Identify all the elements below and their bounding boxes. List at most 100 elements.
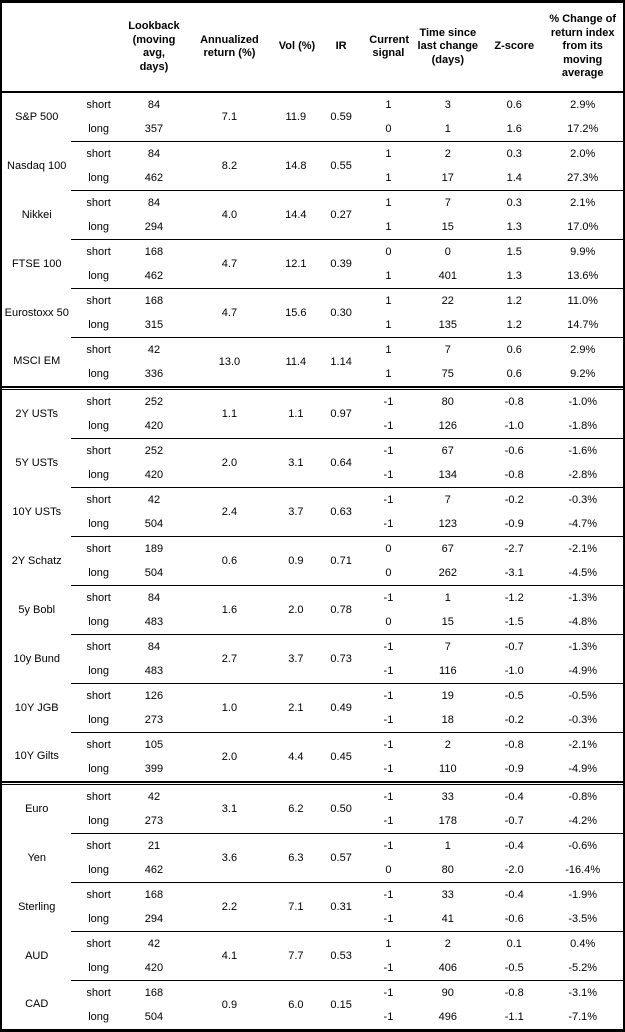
signal-cell: 1 xyxy=(385,343,392,356)
pct-change-cell: -4.9% xyxy=(542,659,624,684)
signal-cell: -1 xyxy=(367,463,410,488)
table-row: long 336 1 75 0.6 9.2% xyxy=(1,362,624,387)
pct-change-cell: 9.9% xyxy=(570,245,596,258)
vol-cell: 7.7 xyxy=(276,931,315,981)
vol-cell: 7.1 xyxy=(276,882,315,932)
column-header-asset xyxy=(1,1,72,93)
side-label-cell: long xyxy=(71,561,126,586)
time-since-cell: 496 xyxy=(438,1010,457,1023)
z-score-cell: -0.2 xyxy=(504,493,524,506)
side-label-cell: short xyxy=(86,738,111,751)
vol-cell: 14.8 xyxy=(276,141,315,191)
time-since-cell: 406 xyxy=(409,956,487,981)
table-row: long 483 -1 116 -1.0 -4.9% xyxy=(1,659,624,684)
ir-cell: 1.14 xyxy=(330,355,352,368)
table-row: long 483 0 15 -1.5 -4.8% xyxy=(1,610,624,635)
column-header-vol: Vol (%) xyxy=(276,1,315,93)
table-row: long 420 -1 406 -0.5 -5.2% xyxy=(1,956,624,981)
pct-change-cell: -0.3% xyxy=(542,708,624,733)
vol-cell: 6.2 xyxy=(276,784,315,834)
asset-name-cell: AUD xyxy=(25,949,49,962)
pct-change-cell: -2.8% xyxy=(542,463,624,488)
signal-cell: -1 xyxy=(383,762,394,775)
side-label-cell: short xyxy=(86,888,111,901)
asset-name-cell: Euro xyxy=(25,802,49,815)
pct-change-cell: 27.3% xyxy=(542,166,624,191)
pct-change-cell: -0.3% xyxy=(568,493,598,506)
lookback-cell: 84 xyxy=(147,591,161,604)
side-label-cell: short xyxy=(86,196,111,209)
side-label-cell: short xyxy=(86,147,111,160)
lookback-cell: 315 xyxy=(125,313,183,338)
signal-cell: 1 xyxy=(385,367,392,380)
column-header-pct-change: % Change of return index from its moving… xyxy=(542,1,624,93)
side-label-cell: long xyxy=(71,215,126,240)
z-score-cell: -0.7 xyxy=(486,809,543,834)
ir-cell: 0.78 xyxy=(314,585,368,635)
time-since-cell: 7 xyxy=(444,493,451,506)
pct-change-cell: -0.5% xyxy=(568,689,598,702)
signal-cell: 1 xyxy=(385,147,392,160)
z-score-cell: -0.8 xyxy=(504,738,524,751)
vol-cell: 2.0 xyxy=(276,585,315,635)
pct-change-cell: -16.4% xyxy=(542,858,624,883)
annualized-return-cell: 1.1 xyxy=(182,389,277,439)
z-score-cell: -0.4 xyxy=(504,888,524,901)
z-score-cell: -1.5 xyxy=(486,610,543,635)
lookback-cell: 294 xyxy=(125,907,183,932)
time-since-cell: 22 xyxy=(441,294,454,307)
ir-cell: 0.49 xyxy=(314,683,368,733)
z-score-cell: 1.4 xyxy=(486,166,543,191)
side-label-cell: short xyxy=(86,591,111,604)
vol-cell: 4.4 xyxy=(288,750,304,763)
signal-cell: 1 xyxy=(385,294,392,307)
side-label-cell: short xyxy=(86,493,111,506)
pct-change-cell: 17.2% xyxy=(542,117,624,142)
time-since-cell: 1 xyxy=(444,591,451,604)
pct-change-cell: 14.7% xyxy=(542,313,624,338)
pct-change-cell: -1.6% xyxy=(568,444,598,457)
lookback-cell: 462 xyxy=(125,264,183,289)
table-row: 2Y USTs short 252 1.1 1.1 0.97 -1 80 -0.8 -1.0% xyxy=(1,389,624,439)
signal-cell: -1 xyxy=(367,907,410,932)
time-since-cell: 7 xyxy=(444,196,451,209)
section-divider-line xyxy=(1,386,624,390)
lookback-cell: 252 xyxy=(144,444,164,457)
z-score-cell: 0.6 xyxy=(506,343,522,356)
side-label-cell: short xyxy=(86,395,111,408)
pct-change-cell: -4.7% xyxy=(542,512,624,537)
table-row: 5Y USTs short 252 2.0 3.1 0.64 -1 67 -0.6 -1.6% xyxy=(1,438,624,488)
lookback-cell: 42 xyxy=(147,937,161,950)
z-score-cell: -0.2 xyxy=(486,708,543,733)
lookback-cell: 273 xyxy=(125,809,183,834)
vol-cell: 3.7 xyxy=(276,634,315,684)
side-label-cell: long xyxy=(71,956,126,981)
signal-cell: -1 xyxy=(383,1010,394,1023)
annualized-return-cell: 4.7 xyxy=(182,288,277,338)
time-since-cell: 126 xyxy=(409,414,487,439)
pct-change-cell: 0.4% xyxy=(570,937,596,950)
asset-name-cell: 5y Bobl xyxy=(18,603,56,616)
side-label-cell: short xyxy=(86,343,111,356)
vol-cell: 2.1 xyxy=(276,683,315,733)
z-score-cell: -1.1 xyxy=(504,1010,524,1023)
pct-change-cell: 2.0% xyxy=(570,147,596,160)
z-score-cell: -1.0 xyxy=(486,414,543,439)
vol-cell: 11.9 xyxy=(276,92,315,142)
table-row: long 420 -1 134 -0.8 -2.8% xyxy=(1,463,624,488)
signal-cell: -1 xyxy=(383,888,394,901)
lookback-cell: 504 xyxy=(125,561,183,586)
signal-cell: -1 xyxy=(367,414,410,439)
ir-cell: 0.63 xyxy=(314,487,368,537)
lookback-cell: 273 xyxy=(125,708,183,733)
pct-change-cell: -4.2% xyxy=(542,809,624,834)
ir-cell: 0.31 xyxy=(314,882,368,932)
time-since-cell: 0 xyxy=(444,245,451,258)
lookback-cell: 42 xyxy=(147,343,161,356)
pct-change-cell: -3.1% xyxy=(568,986,598,999)
z-score-cell: 0.3 xyxy=(506,147,522,160)
pct-change-cell: -3.5% xyxy=(542,907,624,932)
vol-cell: 11.4 xyxy=(285,355,307,368)
time-since-cell: 123 xyxy=(409,512,487,537)
